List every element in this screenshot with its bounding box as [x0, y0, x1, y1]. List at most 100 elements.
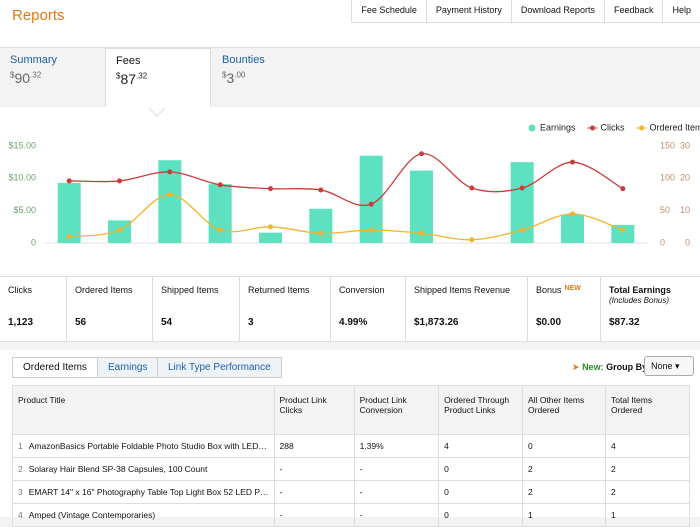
legend-swatch	[590, 125, 596, 131]
bar	[510, 162, 534, 243]
cents: .32	[30, 70, 42, 80]
summary-label: Shipped Items Revenue	[414, 285, 510, 295]
column-header[interactable]: Product Link Conversion	[353, 385, 440, 435]
cents: .00	[234, 70, 246, 80]
new-label: New:	[582, 362, 604, 372]
group-value: None	[651, 361, 673, 371]
tab-amount: $87.32	[116, 71, 210, 87]
table-row: 3 EMART 14" x 16" Photography Table Top L…	[12, 480, 690, 504]
chart: 0 $5.00 $10.00 $15.00 0 50 100 150 0 10 20 30 Earnin…	[0, 107, 700, 276]
row-number: 2	[18, 464, 23, 474]
report-tab[interactable]: Ordered Items	[12, 357, 98, 378]
product-title: AmazonBasics Portable Foldable Photo Stu…	[28, 441, 267, 451]
label-text: Total Earnings	[609, 285, 671, 295]
summary-label: Clicks	[8, 285, 32, 295]
y2-tick-label: 0	[660, 237, 665, 247]
cell: 0	[438, 480, 524, 504]
nav-link[interactable]: Download Reports	[510, 0, 604, 23]
tab[interactable]: Summary $90.32	[0, 48, 104, 106]
y-tick-label: $10.00	[8, 173, 36, 183]
nav-link[interactable]: Fee Schedule	[351, 0, 426, 23]
tab-label: Bounties	[222, 54, 265, 66]
bar	[259, 232, 282, 243]
point	[519, 227, 525, 233]
legend-label: Clicks	[601, 122, 625, 132]
group-select[interactable]: None ▾	[644, 356, 694, 376]
point	[620, 186, 626, 192]
bar	[208, 184, 232, 243]
cell: 0	[438, 457, 524, 481]
product-title: Amped (Vintage Contemporaries)	[28, 510, 156, 520]
point	[117, 178, 122, 184]
tab-label: Summary	[10, 54, 58, 66]
whole: 90	[14, 70, 31, 86]
tab[interactable]: Bounties $3.00	[212, 48, 316, 106]
tab-label: Fees	[116, 55, 141, 67]
summary-cell: Clicks 1,123	[0, 277, 65, 341]
y3-tick-label: 30	[680, 140, 690, 150]
currency: $	[116, 71, 121, 81]
report-tab[interactable]: Earnings	[97, 357, 159, 378]
cell: 4	[438, 434, 524, 458]
nav-link[interactable]: Help	[662, 0, 700, 23]
page-title: Reports	[12, 7, 65, 24]
summary-cell: Bonus NEW $0.00	[527, 277, 600, 341]
summary-value: $0.00	[536, 317, 562, 328]
y-tick-label: $5.00	[13, 205, 36, 215]
summary-label: Bonus NEW	[536, 285, 581, 295]
cell: 1	[522, 503, 607, 527]
cell: -	[353, 457, 440, 481]
group-by: ➤ New: Group By:	[572, 362, 651, 372]
summary-value: 54	[161, 317, 173, 328]
label-text: Clicks	[8, 285, 32, 295]
point	[570, 211, 575, 217]
point	[519, 185, 525, 191]
point	[268, 186, 273, 192]
column-header[interactable]: Total Items Ordered	[605, 385, 690, 435]
cell: 0	[522, 434, 607, 458]
cell: -	[353, 503, 440, 527]
column-header[interactable]: All Other Items Ordered	[522, 385, 607, 435]
cell: 2	[605, 457, 690, 481]
tab-amount: $90.32	[10, 70, 104, 86]
point	[167, 169, 173, 175]
nav-link[interactable]: Feedback	[603, 0, 663, 23]
point	[66, 178, 72, 184]
tab[interactable]: Fees $87.32	[105, 48, 211, 107]
table-row: 4 Amped (Vintage Contemporaries) - -0 1 1	[12, 503, 690, 527]
label-text: Bonus	[536, 285, 562, 295]
column-header[interactable]: Product Title	[12, 385, 275, 435]
cell: 2 Solaray Hair Blend SP-38 Capsules, 100 …	[12, 457, 275, 481]
point	[368, 201, 374, 207]
cell: 2	[522, 480, 607, 504]
nav: Fee Schedule Payment History Download Repo…	[351, 0, 700, 23]
cell: 2	[522, 457, 607, 481]
summary-value: $87.32	[609, 317, 640, 328]
point	[419, 151, 424, 157]
cell: 3 EMART 14" x 16" Photography Table Top L…	[12, 480, 275, 504]
table-row: 1 AmazonBasics Portable Foldable Photo St…	[12, 434, 690, 458]
summary-value: 4.99%	[339, 317, 368, 328]
report-tab[interactable]: Link Type Performance	[157, 357, 282, 378]
legend-swatch	[528, 124, 536, 132]
bar	[611, 224, 635, 243]
bar	[309, 208, 333, 243]
summary-value: 3	[248, 317, 254, 328]
point	[217, 227, 223, 233]
summary-value: 56	[75, 317, 87, 328]
currency: $	[10, 70, 15, 80]
column-header[interactable]: Ordered Through Product Links	[438, 385, 524, 435]
cell: 288	[273, 434, 355, 458]
row-number: 3	[18, 487, 23, 497]
report-panel: Ordered Items Earnings Link Type Performan…	[0, 350, 700, 527]
label-text: Returned Items	[248, 285, 310, 295]
nav-link[interactable]: Payment History	[425, 0, 511, 23]
point	[66, 234, 72, 240]
label-text: Ordered Items	[75, 285, 133, 295]
product-title: Solaray Hair Blend SP-38 Capsules, 100 C…	[28, 464, 208, 474]
y2-tick-label: 100	[660, 173, 675, 183]
summary-cell: Conversion 4.99%	[330, 277, 405, 341]
column-header[interactable]: Product Link Clicks	[273, 385, 355, 435]
note: (Includes Bonus)	[609, 296, 670, 305]
summary-cell: Returned Items 3	[239, 277, 330, 341]
